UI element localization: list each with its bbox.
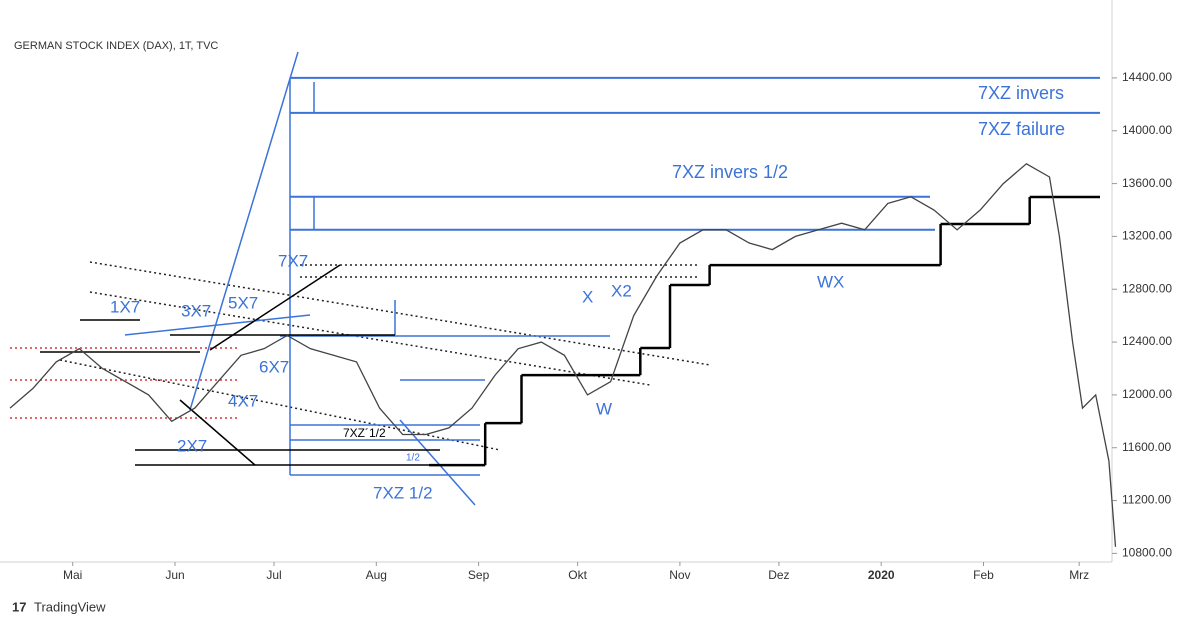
x-tick-label: Dez — [768, 568, 789, 582]
x-tick-label: Okt — [568, 568, 587, 582]
x-tick-label: Mrz — [1069, 568, 1089, 582]
y-tick-label: 13200.00 — [1122, 229, 1172, 243]
annotation: X — [582, 287, 593, 306]
annotation: X2 — [611, 281, 632, 300]
y-tick-label: 11600.00 — [1122, 440, 1171, 454]
annotation: 4X7 — [228, 391, 258, 410]
x-tick-label: Jul — [266, 568, 281, 582]
annotation: 7XZ invers 1/2 — [672, 162, 788, 182]
y-tick-label: 11200.00 — [1122, 493, 1171, 507]
black-line — [179, 399, 256, 466]
annotation: 7XZ´1/2 — [343, 426, 386, 440]
price-line — [9, 162, 1117, 547]
annotation: 1/2 — [406, 453, 420, 464]
fan-line — [189, 51, 299, 411]
y-tick-label: 12800.00 — [1122, 281, 1172, 295]
black-line — [209, 264, 341, 351]
annotation: 7X7 — [278, 251, 308, 270]
y-tick-label: 13600.00 — [1122, 176, 1172, 190]
x-tick-label: Sep — [468, 568, 490, 582]
logo-mark: 17 — [12, 599, 26, 614]
trend-line — [89, 291, 651, 386]
y-tick-label: 10800.00 — [1122, 546, 1172, 560]
annotation: WX — [817, 272, 844, 291]
x-tick-label: Jun — [165, 568, 184, 582]
annotation: 7XZ 1/2 — [373, 483, 433, 502]
x-tick-label: Nov — [669, 568, 690, 582]
y-tick-label: 12000.00 — [1122, 387, 1172, 401]
annotation: 2X7 — [177, 436, 207, 455]
footer-brand: TradingView — [34, 599, 106, 614]
y-tick-label: 14000.00 — [1122, 123, 1172, 137]
annotation: 7XZ failure — [978, 119, 1065, 139]
chart-title: GERMAN STOCK INDEX (DAX), 1T, TVC — [14, 40, 218, 52]
annotation: 1X7 — [110, 297, 140, 316]
x-tick-label: Aug — [366, 568, 387, 582]
fan-line — [124, 314, 311, 336]
annotation: 7XZ invers — [978, 83, 1064, 103]
x-tick-label: Mai — [63, 568, 82, 582]
x-tick-label: Feb — [973, 568, 994, 582]
annotation: W — [596, 399, 612, 418]
annotation: 5X7 — [228, 293, 258, 312]
y-tick-label: 14400.00 — [1122, 70, 1172, 84]
x-tick-label: 2020 — [868, 568, 895, 582]
annotation: 3X7 — [181, 301, 211, 320]
annotation: 6X7 — [259, 357, 289, 376]
y-tick-label: 12400.00 — [1122, 334, 1172, 348]
